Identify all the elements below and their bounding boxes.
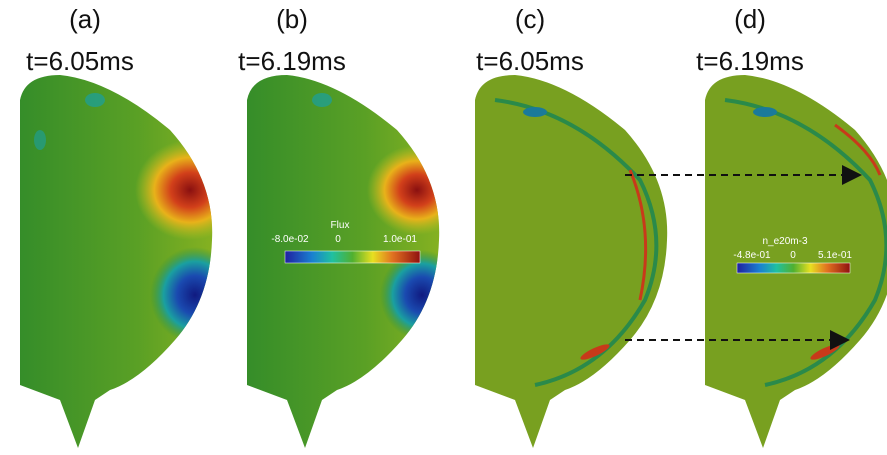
panel-d: (d) t=6.19ms xyxy=(696,4,887,448)
colorbar-max: 1.0e-01 xyxy=(383,234,417,245)
panel-time: t=6.05ms xyxy=(26,46,134,76)
panel-time: t=6.05ms xyxy=(476,46,584,76)
colorbar-flux: Flux -8.0e-02 0 1.0e-01 xyxy=(271,220,421,264)
colorbar-max: 5.1e-01 xyxy=(818,250,852,261)
colorbar-min: -4.8e-01 xyxy=(733,250,771,261)
panel-c: (c) t=6.05ms xyxy=(475,4,668,448)
panel-label: (c) xyxy=(515,4,545,34)
colorbar-title: Flux xyxy=(331,220,350,231)
colorbar-mid: 0 xyxy=(335,234,341,245)
panel-time: t=6.19ms xyxy=(238,46,346,76)
colorbar xyxy=(736,262,851,274)
colorbar-title: n_e20m-3 xyxy=(762,236,807,247)
panel-time: t=6.19ms xyxy=(696,46,804,76)
colorbar-min: -8.0e-02 xyxy=(271,234,309,245)
panel-a: (a) t=6.05ms xyxy=(20,4,213,448)
panel-label: (a) xyxy=(69,4,101,34)
colorbar xyxy=(284,250,421,264)
panel-label: (d) xyxy=(734,4,766,34)
colorbar-mid: 0 xyxy=(790,250,796,261)
colorbar-ne: n_e20m-3 -4.8e-01 0 5.1e-01 xyxy=(733,236,852,274)
panel-label: (b) xyxy=(276,4,308,34)
